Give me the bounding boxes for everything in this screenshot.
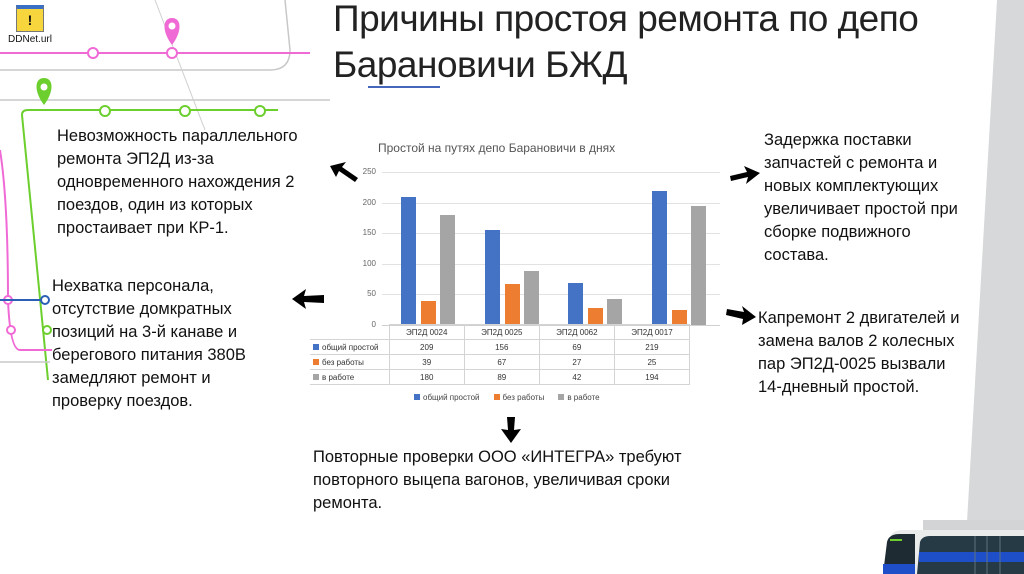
category-label: ЭП2Д 0025 [463, 324, 540, 340]
gridline [382, 264, 720, 265]
bar [568, 282, 583, 325]
map-pin-pink-icon [164, 18, 180, 45]
category-label: ЭП2Д 0062 [538, 324, 615, 340]
chart-legend: общий простой без работы в работе [414, 393, 600, 402]
arrow-left-icon [292, 289, 324, 309]
gridline [382, 233, 720, 234]
y-tick-label: 50 [367, 289, 376, 298]
chart-plot-area: 250 200 150 100 50 0 [340, 135, 720, 335]
series-label: общий простой [310, 339, 390, 355]
y-tick-label: 200 [362, 198, 376, 207]
title-line-2: Барановичи БЖД [333, 44, 628, 85]
chart-data-table: ЭП2Д 0024 ЭП2Д 0025 ЭП2Д 0062 ЭП2Д 0017 … [310, 324, 691, 385]
note-bottom: Повторные проверки ООО «ИНТЕГРА» требуют… [313, 448, 682, 512]
bar [607, 299, 622, 325]
note-right-top: Задержка поставки запчастей с ремонта и но… [764, 131, 958, 264]
slide-title: Причины простоя ремонта по депо Баранови… [333, 0, 919, 88]
y-tick-label: 150 [362, 228, 376, 237]
series-label: без работы [310, 354, 390, 370]
table-row: без работы 39 67 27 25 [310, 354, 691, 370]
gridline [382, 203, 720, 204]
bar [588, 308, 603, 325]
note-left-top: Невозможность параллельного ремонта ЭП2Д … [57, 127, 298, 237]
warning-shortcut-icon: ! [16, 5, 44, 32]
category-label: ЭП2Д 0024 [388, 324, 465, 340]
slide-right-gray-band [964, 0, 1024, 574]
arrow-down-icon [501, 417, 521, 443]
legend-item: общий простой [414, 393, 480, 402]
title-line-1: Причины простоя ремонта по депо [333, 0, 919, 39]
map-pin-green-icon [36, 78, 52, 105]
bar [505, 283, 520, 325]
y-tick-label: 0 [371, 320, 376, 329]
table-row: в работе 180 89 42 194 [310, 369, 691, 385]
table-row: общий простой 209 156 69 219 [310, 339, 691, 355]
table-header-row: ЭП2Д 0024 ЭП2Д 0025 ЭП2Д 0062 ЭП2Д 0017 [310, 324, 691, 340]
title-accent-underline [368, 86, 440, 88]
series-label: в работе [310, 369, 390, 385]
arrow-right-icon [730, 166, 760, 184]
note-right-bottom: Капремонт 2 двигателей и замена валов 2 к… [758, 309, 960, 396]
bar [691, 206, 706, 325]
gridline [382, 172, 720, 173]
desktop-shortcut-ddnet[interactable]: ! DDNet.url [8, 5, 52, 45]
bar [485, 229, 500, 325]
metro-lines-decoration [0, 0, 330, 381]
bar [524, 270, 539, 325]
note-left-bottom: Нехватка персонала, отсутствие домкратных… [52, 277, 246, 410]
bar [421, 301, 436, 325]
category-label: ЭП2Д 0017 [613, 324, 691, 340]
bar [440, 214, 455, 325]
bar [401, 197, 416, 325]
y-tick-label: 100 [362, 259, 376, 268]
bar [652, 190, 667, 325]
chart-title: Простой на путях депо Барановичи в днях [378, 141, 616, 155]
bar-chart: Простой на путях депо Барановичи в днях … [310, 135, 720, 415]
legend-item: без работы [493, 393, 544, 402]
arrow-right-icon [726, 306, 756, 325]
bar [672, 309, 687, 325]
legend-item: в работе [558, 393, 600, 402]
train-illustration [883, 520, 1024, 574]
desktop-shortcut-label: DDNet.url [8, 34, 52, 45]
y-tick-label: 250 [362, 167, 376, 176]
arrow-upleft-icon [330, 162, 358, 182]
gridline [382, 294, 720, 295]
